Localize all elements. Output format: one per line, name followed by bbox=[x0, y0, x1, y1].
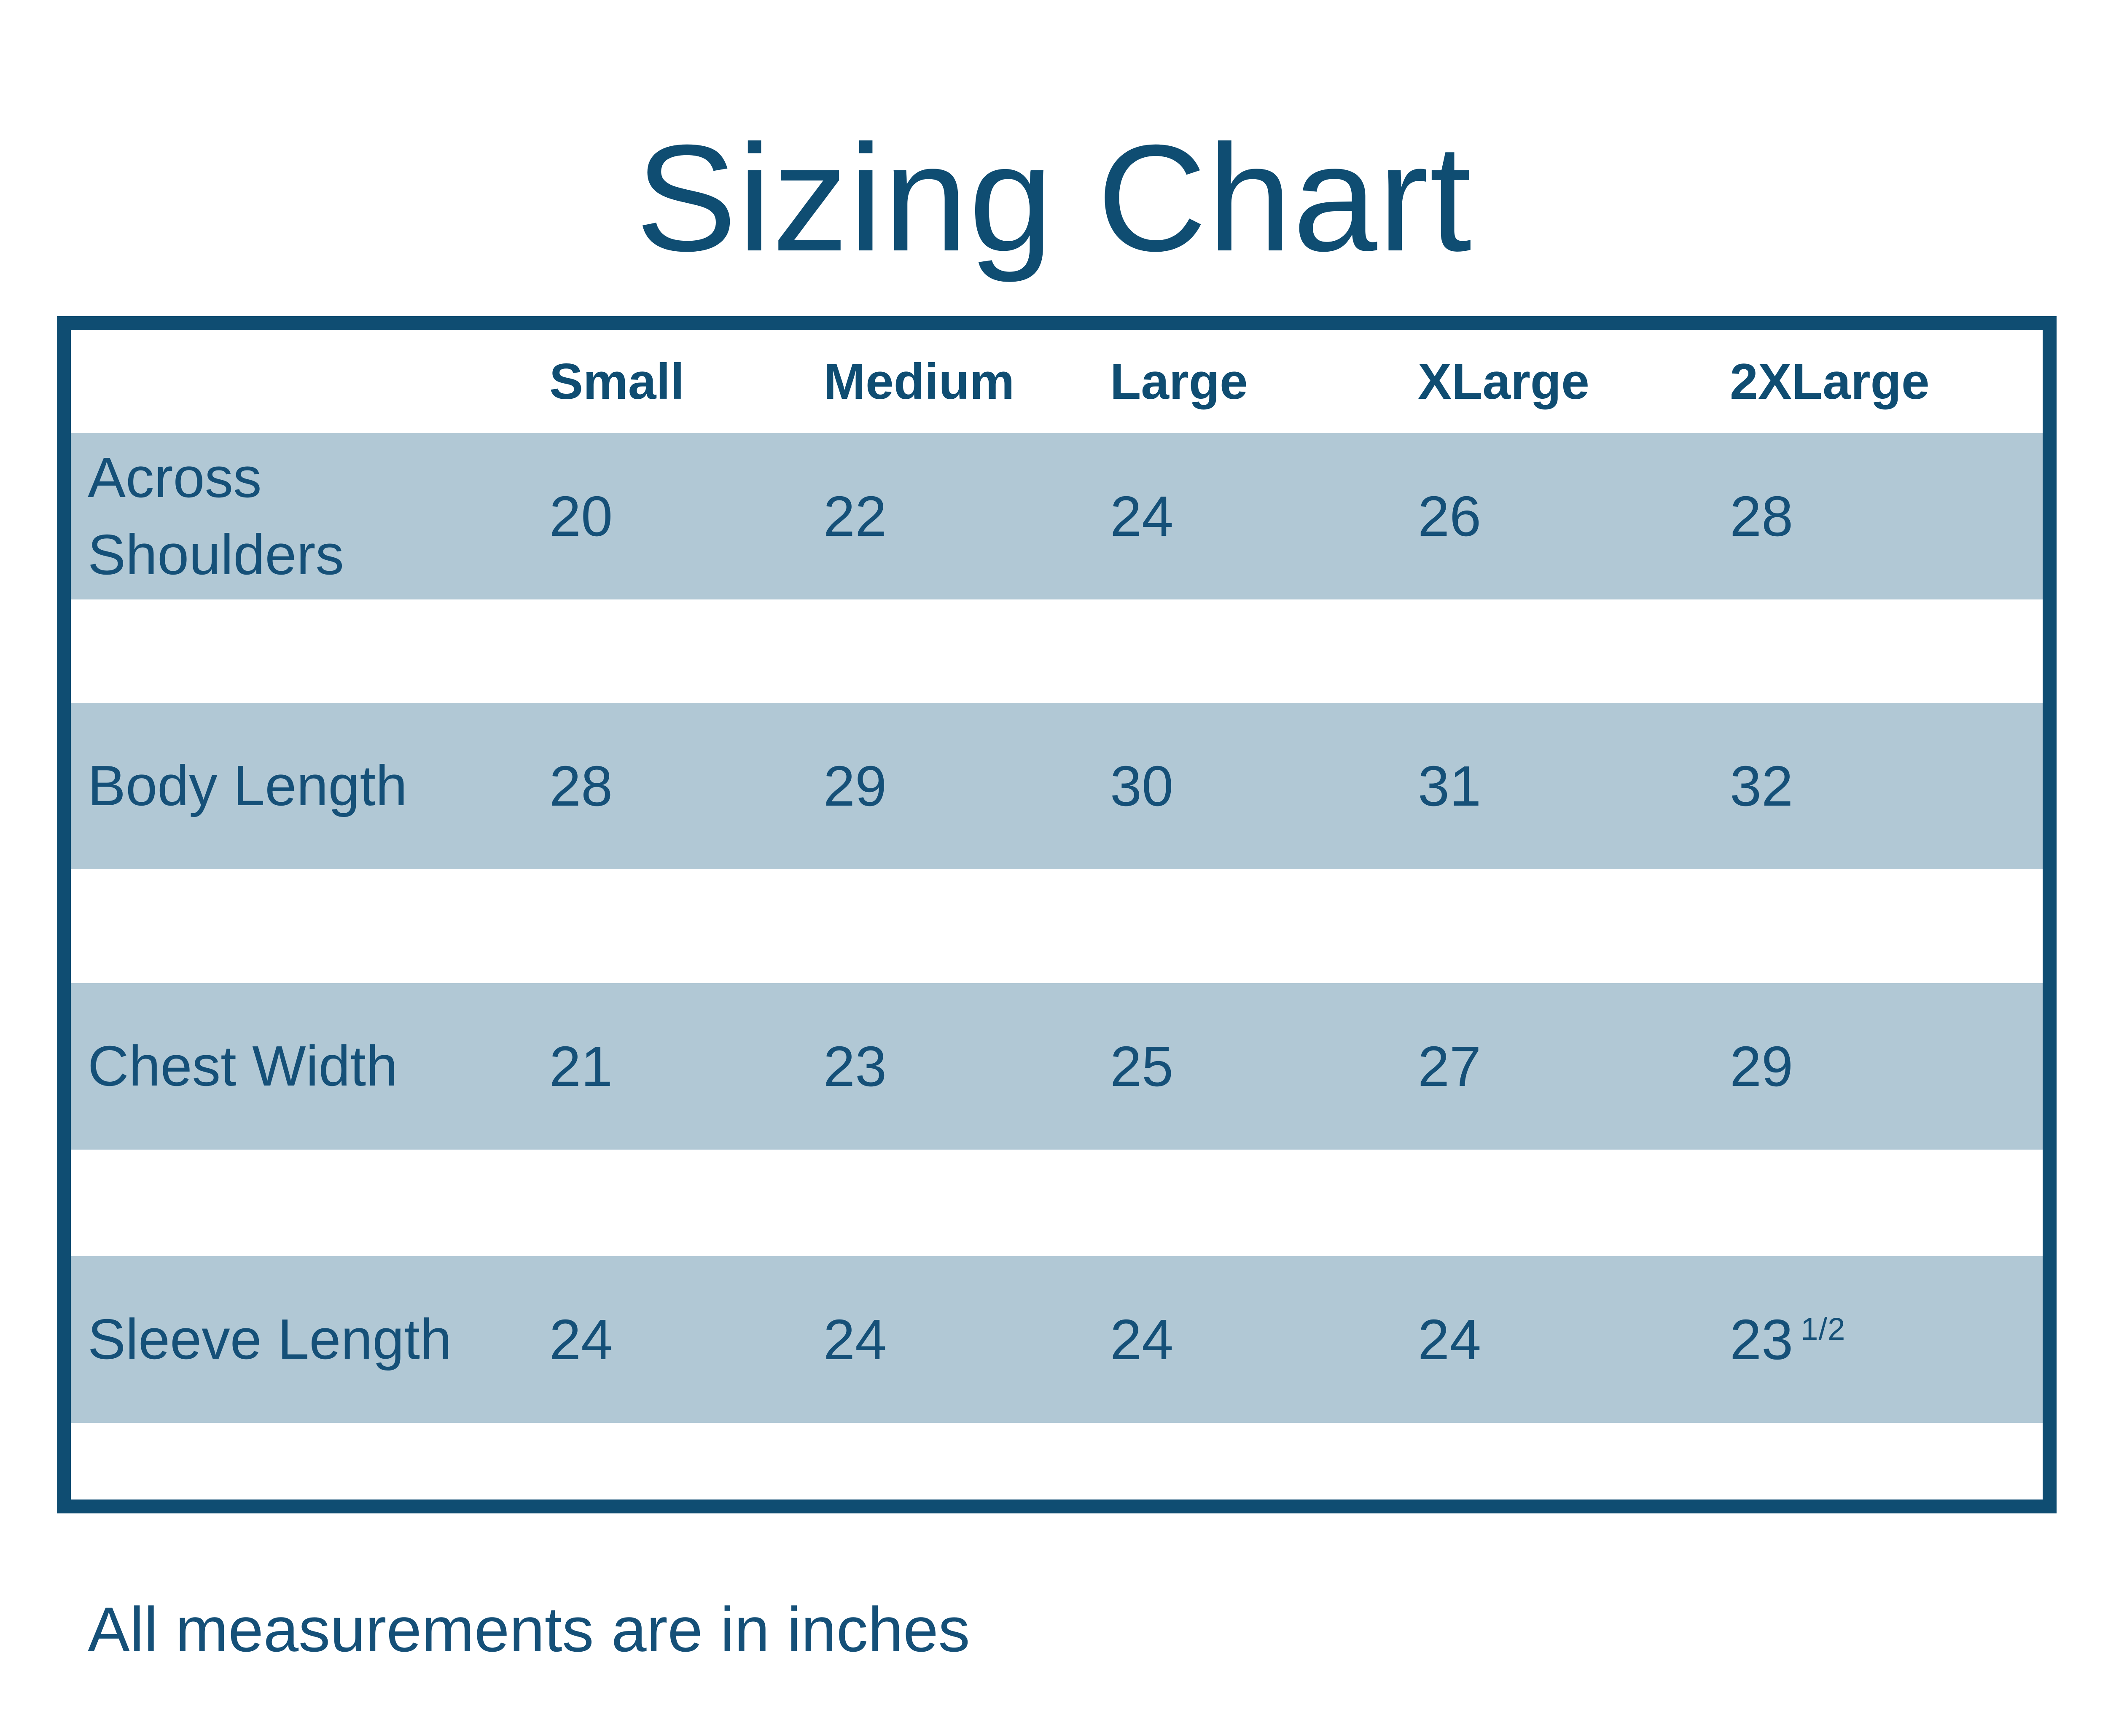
value-cell: 23 bbox=[823, 1035, 887, 1098]
row-label: Chest Width bbox=[88, 1034, 398, 1098]
value-fraction: 1/2 bbox=[1801, 1311, 1846, 1346]
bottom-filler bbox=[71, 1423, 2043, 1500]
value-cell: 31 bbox=[1418, 754, 1482, 818]
column-header-xlarge: XLarge bbox=[1418, 353, 1589, 410]
table-body: Across Shoulders 20 22 24 26 28 Body Length 28 2… bbox=[71, 433, 2043, 1423]
row-label: Across Shoulders bbox=[88, 446, 344, 586]
value-cell: 24 bbox=[1110, 484, 1174, 548]
sizing-table: Small Medium Large XLarge 2XLarge Across Sho… bbox=[57, 316, 2057, 1513]
column-header-small: Small bbox=[549, 353, 685, 410]
column-header-medium: Medium bbox=[823, 353, 1015, 410]
header-row: Small Medium Large XLarge 2XLarge bbox=[71, 330, 2043, 433]
value-cell: 29 bbox=[823, 754, 887, 818]
value-cell: 32 bbox=[1730, 754, 1793, 818]
value-cell: 24 bbox=[1418, 1308, 1482, 1371]
page-title: Sizing Chart bbox=[635, 113, 1473, 283]
column-header-large: Large bbox=[1110, 353, 1248, 410]
table-row: Across Shoulders 20 22 24 26 28 bbox=[71, 433, 2043, 599]
value-cell: 20 bbox=[549, 484, 613, 548]
table-row: Sleeve Length 24 24 24 24 23 1/2 bbox=[71, 1256, 2043, 1423]
value-cell: 24 bbox=[1110, 1308, 1174, 1371]
value-cell: 25 bbox=[1110, 1035, 1174, 1098]
footnote: All measurements are in inches bbox=[88, 1594, 970, 1665]
value-cell: 29 bbox=[1730, 1035, 1793, 1098]
value-cell: 27 bbox=[1418, 1035, 1482, 1098]
value-cell: 24 bbox=[549, 1308, 613, 1371]
value-cell: 28 bbox=[549, 754, 613, 818]
table-row: Body Length 28 29 30 31 32 bbox=[71, 703, 2043, 869]
row-spacer bbox=[71, 599, 2043, 703]
value-cell: 26 bbox=[1418, 484, 1482, 548]
value-cell: 24 bbox=[823, 1308, 887, 1371]
value-cell: 22 bbox=[823, 484, 887, 548]
row-spacer bbox=[71, 1150, 2043, 1256]
column-header-2xlarge: 2XLarge bbox=[1730, 353, 1930, 410]
value-base: 23 bbox=[1730, 1308, 1793, 1371]
value-cell: 21 bbox=[549, 1035, 613, 1098]
row-label: Body Length bbox=[88, 754, 408, 818]
row-spacer bbox=[71, 869, 2043, 983]
table-row: Chest Width 21 23 25 27 29 bbox=[71, 983, 2043, 1150]
row-label: Sleeve Length bbox=[88, 1307, 452, 1371]
value-cell: 30 bbox=[1110, 754, 1174, 818]
value-cell: 23 1/2 bbox=[1713, 1307, 2043, 1372]
value-cell: 28 bbox=[1730, 484, 1793, 548]
